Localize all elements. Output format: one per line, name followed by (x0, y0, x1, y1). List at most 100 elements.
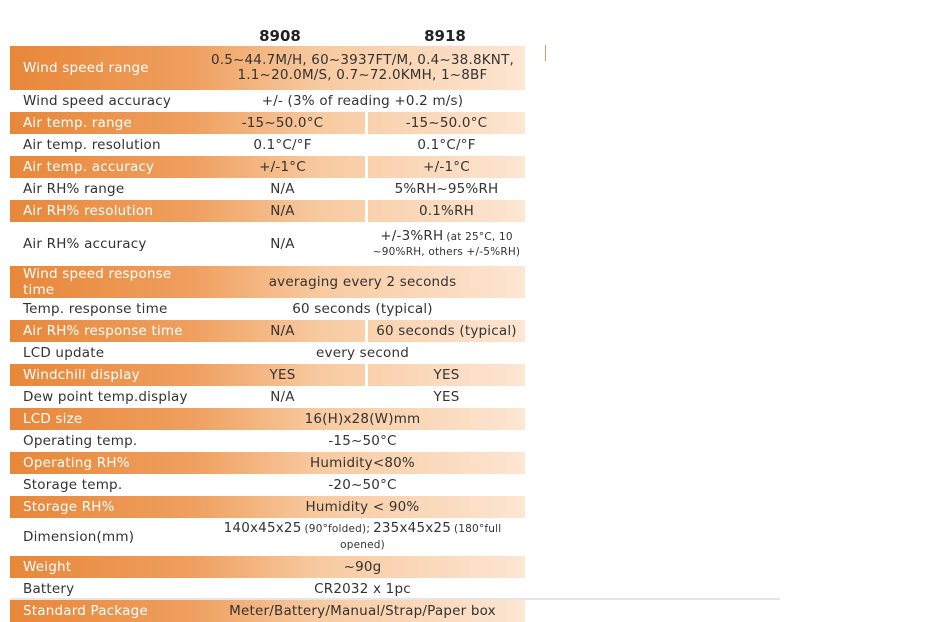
value-text: (at 25°C, 10 (446, 230, 513, 243)
value-cell: YES (269, 366, 296, 383)
spec-table: Wind speed range 0.5~44.7M/H, 60~3937FT/M… (10, 46, 525, 622)
row-label: Windchill display (23, 367, 140, 383)
column-heading: 8908 (259, 27, 301, 45)
table-row: Standard Package Meter/Battery/Manual/Str… (10, 600, 525, 622)
value-text: (90°folded); (304, 523, 371, 535)
value-cell: CR2032 x 1pc (314, 580, 411, 597)
divider (545, 45, 546, 61)
table-row: LCD update every second (10, 342, 525, 364)
value-cell: +/-1°C (259, 158, 306, 175)
value-line: 1.1~20.0M/S, 0.7~72.0KMH, 1~8BF (237, 67, 488, 83)
value-cell: YES (433, 388, 460, 405)
value-cell: 5%RH~95%RH (394, 180, 499, 197)
row-values: ~90g (200, 556, 525, 578)
row-values: 16(H)x28(W)mm (200, 408, 525, 430)
value-cell: +/-1°C (365, 156, 525, 178)
table-row: Storage temp. -20~50°C (10, 474, 525, 496)
row-label: Operating temp. (23, 433, 138, 449)
page: 8908 8918 Wind speed range 0.5~44.7M/H, 6… (10, 27, 780, 622)
table-row: Battery CR2032 x 1pc (10, 578, 525, 600)
table-row: Air temp. resolution 0.1°C/°F 0.1°C/°F (10, 134, 525, 156)
row-label: Air RH% resolution (23, 203, 154, 219)
row-label: Battery (23, 581, 75, 597)
value-cell: -15~50.0°C (241, 114, 324, 131)
cell-content: +/-3%RH (at 25°C, 10 ~90%RH, others +/-5%R… (372, 227, 521, 260)
row-label: LCD update (23, 345, 105, 361)
row-values: -15~50°C (200, 430, 525, 452)
table-row: Storage RH% Humidity < 90% (10, 496, 525, 518)
value-text: +/-3%RH (380, 227, 444, 244)
row-label: Wind speed response time (23, 266, 172, 298)
table-row: Wind speed response time averaging every … (10, 266, 525, 298)
value-cell: 0.5~44.7M/H, 60~3937FT/M, 0.4~38.8KNT, 1.… (200, 46, 525, 90)
table-row: Weight ~90g (10, 556, 525, 578)
table-row: Air RH% resolution N/A 0.1%RH (10, 200, 525, 222)
value-cell: Humidity < 90% (305, 498, 420, 515)
table-row: Air RH% accuracy N/A +/-3%RH (at 25°C, 10 ~9… (10, 222, 525, 266)
value-cell: -15~50.0°C (365, 112, 525, 134)
table-row: Temp. response time 60 seconds (typical) (10, 298, 525, 320)
value-cell: +/-3%RH (at 25°C, 10 ~90%RH, others +/-5%R… (365, 222, 525, 266)
value-cell: Meter/Battery/Manual/Strap/Paper box (229, 602, 496, 619)
value-cell: N/A (270, 322, 295, 339)
row-label: Wind speed range (23, 60, 149, 76)
row-values: every second (200, 342, 525, 364)
table-row: LCD size 16(H)x28(W)mm (10, 408, 525, 430)
row-values: -20~50°C (200, 474, 525, 496)
value-text: 235x45x25 (373, 520, 451, 536)
row-label: Air temp. range (23, 115, 132, 131)
cell-content: 140x45x25 (90°folded); 235x45x25 (180°full … (202, 521, 523, 553)
row-label: Air temp. accuracy (23, 159, 155, 175)
value-cell: 140x45x25 (90°folded); 235x45x25 (180°full … (200, 518, 525, 556)
value-cell: 0.1°C/°F (253, 136, 312, 153)
row-values: averaging every 2 seconds (200, 266, 525, 298)
value-cell: every second (316, 344, 409, 361)
table-row: Air temp. range -15~50.0°C -15~50.0°C (10, 112, 525, 134)
row-label: Operating RH% (23, 455, 130, 471)
value-cell: N/A (270, 202, 295, 219)
row-values: N/A 60 seconds (typical) (200, 320, 525, 342)
value-text: ~90%RH, others +/-5%RH) (372, 245, 521, 258)
row-label: Weight (23, 559, 72, 575)
table-row: Dimension(mm) 140x45x25 (90°folded); 235x45… (10, 518, 525, 556)
value-text: (180°full opened) (340, 523, 502, 551)
header: 8908 8918 (200, 27, 525, 45)
table-row: Wind speed accuracy +/- (3% of reading +0… (10, 90, 525, 112)
value-cell: averaging every 2 seconds (268, 273, 457, 290)
column-heading: 8918 (424, 27, 466, 45)
row-values: Meter/Battery/Manual/Strap/Paper box (200, 600, 525, 622)
row-values: N/A +/-3%RH (at 25°C, 10 ~90%RH, others +/-… (200, 222, 525, 266)
row-label: LCD size (23, 411, 83, 427)
row-label: Storage temp. (23, 477, 123, 493)
row-label: Dew point temp.display (23, 389, 188, 405)
row-values: N/A 0.1%RH (200, 200, 525, 222)
value-cell: 0.1°C/°F (417, 136, 476, 153)
table-row: Windchill display YES YES (10, 364, 525, 386)
table-row: Dew point temp.display N/A YES (10, 386, 525, 408)
row-label: Standard Package (23, 603, 148, 619)
row-label: Wind speed accuracy (23, 93, 172, 109)
value-line: 0.5~44.7M/H, 60~3937FT/M, 0.4~38.8KNT, (210, 52, 515, 68)
row-values: N/A 5%RH~95%RH (200, 178, 525, 200)
row-label: Storage RH% (23, 499, 115, 515)
row-values: YES YES (200, 364, 525, 386)
table-row: Operating RH% Humidity<80% (10, 452, 525, 474)
row-values: 140x45x25 (90°folded); 235x45x25 (180°full … (200, 518, 525, 556)
row-values: +/-1°C +/-1°C (200, 156, 525, 178)
cell-content: 0.5~44.7M/H, 60~3937FT/M, 0.4~38.8KNT, 1.… (211, 53, 514, 83)
row-values: Humidity < 90% (200, 496, 525, 518)
table-row: Wind speed range 0.5~44.7M/H, 60~3937FT/M… (10, 46, 525, 90)
row-label: Air RH% range (23, 181, 125, 197)
value-cell: YES (365, 364, 525, 386)
table-row: Operating temp. -15~50°C (10, 430, 525, 452)
row-label: Air RH% response time (23, 323, 183, 339)
value-cell: 0.1%RH (365, 200, 525, 222)
value-cell: 16(H)x28(W)mm (304, 410, 421, 427)
row-values: +/- (3% of reading +0.2 m/s) (200, 90, 525, 112)
row-values: Humidity<80% (200, 452, 525, 474)
value-cell: 60 seconds (typical) (365, 320, 525, 342)
value-cell: -15~50°C (328, 432, 397, 449)
divider (10, 598, 780, 600)
value-cell: +/- (3% of reading +0.2 m/s) (261, 92, 464, 109)
row-label: Temp. response time (23, 301, 168, 317)
